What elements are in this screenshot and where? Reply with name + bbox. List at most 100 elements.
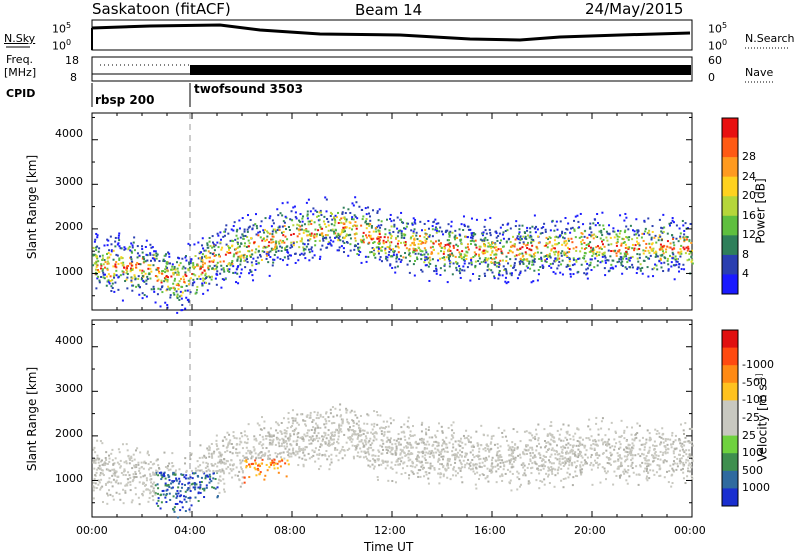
velocity-pixel bbox=[179, 495, 182, 498]
power-pixel bbox=[495, 256, 498, 259]
power-pixel bbox=[611, 266, 614, 269]
velocity-pixel bbox=[101, 501, 104, 504]
velocity-pixel bbox=[113, 462, 116, 465]
velocity-pixel bbox=[373, 436, 376, 439]
velocity-pixel bbox=[296, 421, 299, 424]
velocity-pixel bbox=[211, 456, 214, 459]
power-pixel bbox=[276, 256, 279, 259]
power-pixel bbox=[194, 266, 197, 269]
power-pixel bbox=[166, 306, 169, 309]
power-pixel bbox=[368, 231, 371, 234]
velocity-pixel bbox=[560, 479, 563, 482]
velocity-pixel bbox=[409, 458, 412, 461]
velocity-pixel bbox=[211, 486, 214, 489]
velocity-pixel bbox=[593, 447, 596, 450]
power-pixel bbox=[651, 249, 654, 252]
power-pixel bbox=[619, 230, 622, 233]
power-pixel bbox=[620, 261, 623, 264]
power-pixel bbox=[365, 222, 368, 225]
power-pixel bbox=[677, 266, 680, 269]
power-pixel bbox=[151, 257, 154, 260]
velocity-pixel bbox=[682, 477, 685, 480]
power-pixel bbox=[279, 239, 282, 242]
power-pixel bbox=[469, 279, 472, 282]
power-pixel bbox=[659, 235, 662, 238]
power-pixel bbox=[461, 269, 464, 272]
velocity-pixel bbox=[318, 437, 321, 440]
velocity-pixel bbox=[396, 460, 399, 463]
power-pixel bbox=[342, 226, 345, 229]
power-pixel bbox=[615, 241, 618, 244]
power-pixel bbox=[413, 228, 416, 231]
power-pixel bbox=[610, 243, 613, 246]
velocity-pixel bbox=[232, 446, 235, 449]
power-pixel bbox=[275, 242, 278, 245]
power-pixel bbox=[216, 241, 219, 244]
power-pixel bbox=[435, 227, 438, 230]
power-pixel bbox=[518, 241, 521, 244]
velocity-pixel bbox=[96, 457, 99, 460]
power-pixel bbox=[437, 252, 440, 255]
velocity-pixel bbox=[471, 458, 474, 461]
velocity-pixel bbox=[118, 451, 121, 454]
velocity-pixel bbox=[287, 421, 290, 424]
power-pixel bbox=[599, 246, 602, 249]
power-pixel bbox=[176, 297, 179, 300]
power-pixel bbox=[343, 236, 346, 239]
power-pixel bbox=[528, 262, 531, 265]
velocity-pixel bbox=[459, 461, 462, 464]
power-pixel bbox=[470, 217, 473, 220]
power-pixel bbox=[114, 263, 117, 266]
power-pixel bbox=[392, 251, 395, 254]
power-pixel bbox=[497, 265, 500, 268]
velocity-pixel bbox=[152, 473, 155, 476]
power-pixel bbox=[400, 232, 403, 235]
power-pixel bbox=[509, 241, 512, 244]
power-pixel bbox=[585, 246, 588, 249]
power-pixel bbox=[456, 236, 459, 239]
velocity-pixel bbox=[654, 428, 657, 431]
power-pixel bbox=[571, 241, 574, 244]
power-pixel bbox=[187, 300, 190, 303]
power-pixel bbox=[434, 264, 437, 267]
velocity-pixel bbox=[619, 443, 622, 446]
power-pixel bbox=[236, 228, 239, 231]
power-pixel bbox=[633, 247, 636, 250]
velocity-pixel bbox=[409, 464, 412, 467]
power-pixel bbox=[448, 232, 451, 235]
power-pixel bbox=[596, 213, 599, 216]
power-pixel bbox=[334, 236, 337, 239]
power-pixel bbox=[395, 253, 398, 256]
power-pixel bbox=[518, 224, 521, 227]
power-pixel bbox=[449, 253, 452, 256]
power-pixel bbox=[333, 216, 336, 219]
velocity-pixel bbox=[689, 454, 692, 457]
power-pixel bbox=[658, 260, 661, 263]
velocity-pixel bbox=[171, 486, 174, 489]
power-pixel bbox=[343, 230, 346, 233]
power-pixel bbox=[160, 279, 163, 282]
power-pixel bbox=[283, 247, 286, 250]
power-pixel bbox=[189, 291, 192, 294]
velocity-pixel bbox=[173, 510, 176, 513]
velocity-pixel bbox=[564, 436, 567, 439]
velocity-pixel bbox=[609, 446, 612, 449]
velocity-pixel bbox=[583, 459, 586, 462]
power-pixel bbox=[691, 262, 694, 265]
velocity-pixel bbox=[462, 434, 465, 437]
power-pixel bbox=[370, 226, 373, 229]
velocity-pixel bbox=[411, 471, 414, 474]
power-pixel bbox=[387, 236, 390, 239]
power-pixel bbox=[104, 261, 107, 264]
power-pixel bbox=[472, 272, 475, 275]
velocity-pixel bbox=[307, 429, 310, 432]
power-pixel bbox=[131, 251, 134, 254]
velocity-pixel bbox=[562, 446, 565, 449]
velocity-pixel bbox=[579, 471, 582, 474]
power-pixel bbox=[416, 258, 419, 261]
beam-title: Beam 14 bbox=[355, 1, 423, 19]
power-pixel bbox=[215, 264, 218, 267]
power-pixel bbox=[332, 240, 335, 243]
power-pixel bbox=[392, 248, 395, 251]
velocity-pixel bbox=[128, 457, 131, 460]
